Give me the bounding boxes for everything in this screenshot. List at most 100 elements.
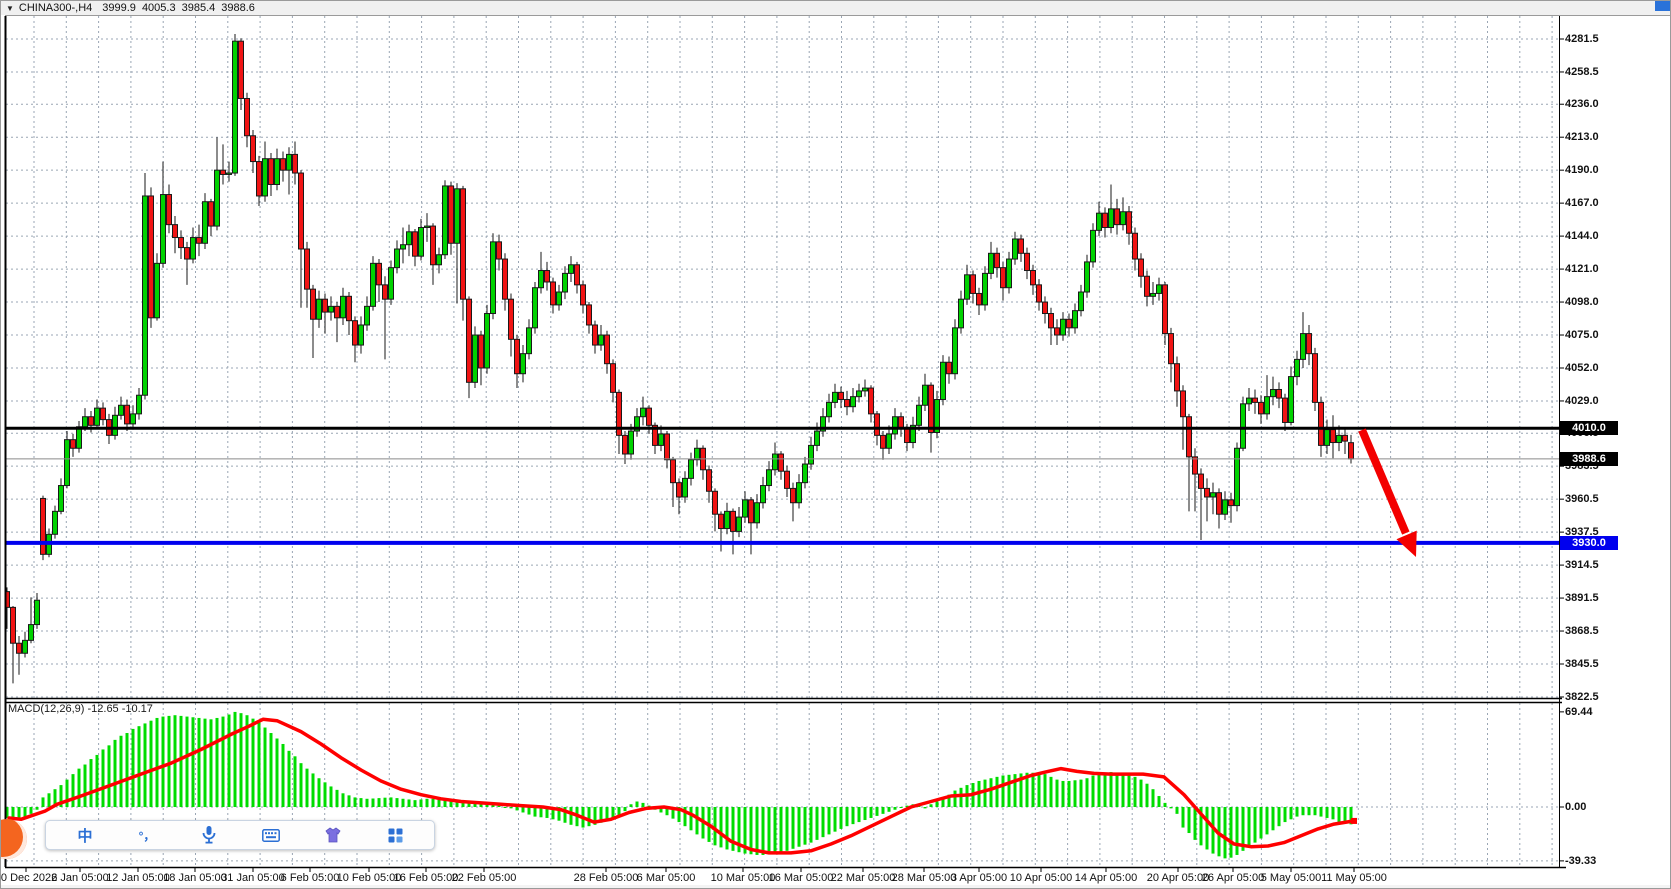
candle-body-bear: [664, 433, 670, 461]
candle: [1114, 198, 1120, 235]
trend-arrow-head[interactable]: [1396, 530, 1417, 557]
macd-histogram-bar: [1223, 807, 1227, 859]
candle: [1072, 303, 1078, 334]
macd-histogram-bar: [935, 801, 939, 807]
candle: [1096, 201, 1102, 237]
candle: [148, 187, 154, 328]
quote-low: 3985.4: [181, 2, 216, 14]
candle: [142, 173, 148, 400]
candle: [550, 277, 556, 314]
candle-body-bear: [1030, 270, 1036, 286]
macd-histogram-bar: [719, 807, 723, 848]
candle-body-bull: [1336, 434, 1342, 444]
candle-body-bull: [490, 241, 496, 315]
macd-histogram-bar: [269, 733, 273, 807]
microphone-icon[interactable]: [198, 825, 220, 845]
candle-body-bull: [532, 287, 538, 329]
candle: [910, 416, 916, 449]
candle: [424, 213, 430, 242]
candle-body-bull: [1210, 492, 1216, 498]
candle-body-bear: [508, 298, 514, 340]
candle: [664, 431, 670, 469]
candle-body-bull: [598, 334, 604, 346]
macd-histogram-bar: [299, 763, 303, 807]
punctuation-icon[interactable]: °，: [138, 828, 156, 843]
candle-body-bull: [562, 272, 568, 293]
candle-body-bull: [556, 291, 562, 306]
candle: [124, 399, 130, 432]
macd-histogram-bar: [959, 787, 963, 807]
candle-body-bull: [694, 447, 700, 461]
candle: [838, 386, 844, 409]
candle: [1282, 393, 1288, 432]
candle-body-bull: [814, 430, 820, 446]
candle-body-bull: [1006, 258, 1012, 289]
candle: [1216, 488, 1222, 529]
macd-histogram-bar: [839, 807, 843, 829]
candle: [994, 247, 1000, 278]
macd-histogram-bar: [185, 716, 189, 807]
macd-histogram-bar: [419, 799, 423, 807]
candle: [1120, 197, 1126, 231]
macd-histogram-bar: [803, 807, 807, 845]
candle-body-bull: [958, 298, 964, 329]
macd-histogram-bar: [287, 750, 291, 807]
macd-histogram-bar: [1295, 807, 1299, 817]
candle: [1060, 312, 1066, 341]
macd-histogram-bar: [587, 807, 591, 827]
macd-histogram-bar: [791, 807, 795, 849]
macd-histogram-bar: [983, 779, 987, 807]
candle-body-bear: [430, 225, 436, 266]
skin-shirt-icon[interactable]: [322, 825, 344, 845]
trend-arrow-shaft[interactable]: [1358, 428, 1410, 535]
candle-body-bull: [934, 399, 940, 433]
candle-body-bear: [718, 513, 724, 530]
candle: [364, 296, 370, 331]
macd-histogram-bar: [995, 776, 999, 807]
candle-body-bear: [580, 284, 586, 306]
candle-body-bull: [484, 313, 490, 369]
price-axis-label: 3845.5: [1565, 658, 1599, 670]
macd-axis-label: 69.44: [1565, 705, 1593, 718]
macd-histogram-bar: [281, 743, 285, 807]
time-axis-label: 11 May 05:00: [1321, 872, 1387, 884]
macd-histogram-bar: [797, 807, 801, 847]
macd-histogram-bar: [695, 807, 699, 835]
chinese-mode-icon[interactable]: 中: [77, 827, 93, 845]
candle-body-bull: [154, 262, 160, 319]
macd-histogram-bar: [491, 804, 495, 807]
candle: [6, 587, 10, 629]
candle-body-bear: [304, 248, 310, 290]
candle-body-bear: [244, 97, 250, 137]
candle: [802, 456, 808, 489]
candle: [514, 335, 520, 389]
candle-body-bull: [1294, 358, 1300, 378]
candle-body-bear: [1054, 327, 1060, 336]
time-axis-label: 10 Feb 05:00: [336, 872, 402, 884]
candle-body-bear: [172, 224, 178, 239]
toolbox-grid-icon[interactable]: [384, 825, 406, 845]
macd-histogram-bar: [65, 779, 69, 807]
candle: [952, 319, 958, 380]
macd-histogram-bar: [77, 768, 81, 807]
soft-keyboard-icon[interactable]: [260, 825, 282, 845]
macd-histogram-bar: [1199, 807, 1203, 846]
macd-histogram-bar: [347, 795, 351, 807]
candle: [220, 144, 226, 185]
candle: [340, 287, 346, 325]
ime-toolbar[interactable]: 中 °，: [45, 820, 435, 850]
candle: [358, 316, 364, 354]
candle: [1156, 277, 1162, 301]
symbol-collapse-icon[interactable]: ▼: [6, 3, 14, 13]
candle-body-bull: [964, 274, 970, 300]
candle-body-bear: [550, 281, 556, 306]
candle-body-bear: [184, 247, 190, 260]
macd-histogram-bar: [1229, 807, 1233, 858]
candle-body-bull: [370, 262, 376, 307]
bottom-strip: [1, 885, 1670, 888]
time-axis-label: 28 Feb 05:00: [573, 872, 639, 884]
macd-histogram-bar: [455, 800, 459, 807]
macd-histogram-bar: [809, 807, 813, 843]
candle-body-bull: [988, 252, 994, 274]
